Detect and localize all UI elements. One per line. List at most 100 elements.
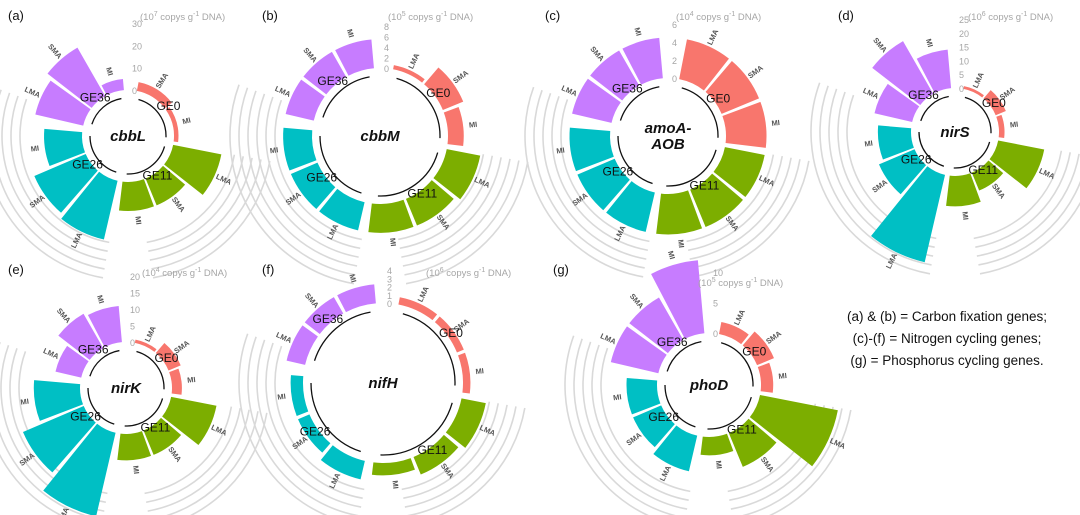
grid-arc [810, 82, 931, 275]
group-label: GE36 [313, 312, 344, 326]
bar-ge36-sma [304, 297, 344, 335]
panel-label: (e) [8, 262, 24, 277]
bar-label: MI [20, 397, 30, 407]
group-label: GE0 [439, 326, 463, 340]
bar-ge11-sma [143, 417, 182, 455]
grid-arc [0, 200, 104, 279]
bar-ge26-sma [577, 158, 630, 211]
scale-tick: 20 [132, 41, 142, 51]
bar-ge26-mi [877, 125, 914, 160]
grid-arc [19, 98, 110, 244]
bar-ge26-lma [319, 188, 365, 231]
bar-label: MI [771, 118, 780, 128]
scale-tick: 10 [713, 268, 723, 278]
bar-ge36-lma [285, 79, 325, 121]
bar-label: MI [475, 366, 484, 376]
bar-label: LMA [758, 173, 777, 188]
bar-label: MI [104, 66, 115, 77]
bar-ge26-sma [22, 406, 96, 473]
bar-ge11-mi [117, 431, 152, 461]
legend-line-phosphorus: (g) = Phosphorus cycling genes. [850, 353, 1044, 368]
grid-arc [402, 158, 511, 267]
bar-ge26-sma [878, 149, 927, 195]
bar-label: SMA [166, 445, 183, 464]
bar-ge26-mi [290, 375, 309, 416]
unit-label: (104 copys g-1 DNA) [676, 11, 761, 23]
grid-arc [688, 156, 784, 252]
bar-ge0-mi [722, 101, 767, 148]
unit-label: (104 copys g-1 DNA) [142, 267, 227, 279]
group-bracket [377, 152, 439, 197]
grid-arc [973, 150, 1063, 240]
gene-name: phoD [689, 377, 728, 394]
bar-label: MI [187, 375, 196, 385]
bar-ge36-sma [590, 50, 640, 101]
bar-ge26-mi [44, 128, 86, 166]
group-bracket [89, 135, 117, 173]
bar-label: MI [1009, 120, 1018, 130]
grid-arc [979, 201, 1080, 275]
bar-label: SMA [451, 68, 470, 85]
bar-label: MI [390, 480, 400, 489]
bar-ge26-sma [34, 154, 98, 213]
grid-arc [0, 342, 86, 515]
group-label: GE0 [426, 86, 450, 100]
grid-arc [144, 406, 233, 495]
grid-arc [978, 180, 1080, 266]
unit-label: (107 copys g-1 DNA) [140, 11, 225, 23]
bar-ge36-sma [872, 41, 934, 106]
bar-ge11-sma [145, 165, 186, 206]
grid-arc [274, 99, 362, 241]
group-bracket [619, 86, 660, 121]
group-bracket [617, 135, 653, 185]
scale-tick: 2 [384, 54, 389, 64]
bar-label: SMA [624, 430, 643, 447]
chart-panel: LMASMAMIGE0LMASMAMIGE11LMASMAMIGE26LMASM… [553, 250, 852, 515]
scale-tick: 15 [959, 43, 969, 53]
bar-label: MI [778, 371, 787, 381]
grid-arc [189, 412, 268, 515]
bar-ge0-sma [155, 342, 181, 371]
group-label: GE11 [690, 178, 720, 192]
group-label: GE0 [154, 351, 178, 365]
bar-ge11-mi [118, 179, 154, 212]
grid-arc [403, 403, 500, 500]
group-label: GE36 [908, 88, 939, 102]
group-bracket [319, 135, 362, 194]
bar-ge26-sma [298, 414, 331, 453]
bar-label: SMA [588, 45, 606, 64]
panel-label: (a) [8, 8, 24, 23]
group-bracket [380, 402, 453, 456]
bar-ge36-lma [35, 80, 91, 126]
bar-label: LMA [862, 86, 881, 101]
bar-ge0-lma [393, 65, 425, 83]
grid-arc [152, 160, 271, 279]
bar-ge0-lma [679, 39, 729, 91]
bar-ge0-sma [742, 331, 774, 366]
bar-ge11-lma [445, 398, 486, 448]
group-bracket [124, 398, 164, 427]
scale-tick: 10 [132, 64, 142, 74]
bar-label: SMA [55, 306, 73, 325]
group-bracket [402, 313, 456, 386]
bar-label: LMA [275, 330, 294, 345]
grid-arc [247, 336, 359, 515]
bar-ge0-sma [983, 90, 1006, 116]
bar-ge11-lma [713, 147, 765, 197]
scale-tick: 6 [384, 33, 389, 43]
group-label: GE36 [657, 335, 688, 349]
grid-arc [551, 96, 648, 252]
grid-arc [274, 345, 365, 491]
unit-label: (106 copys g-1 DNA) [968, 11, 1053, 23]
grid-arc [560, 99, 650, 243]
group-label: GE0 [706, 92, 730, 106]
bar-ge11-mi [656, 190, 703, 235]
grid-arc [405, 161, 529, 285]
bar-ge11-mi [371, 458, 415, 476]
figure-legend: (a) & (b) = Carbon fixation genes; (c)-(… [822, 306, 1072, 372]
gene-name: cbbL [110, 128, 146, 145]
gene-name: nirK [111, 380, 142, 397]
bar-label: MI [95, 294, 106, 305]
bar-label: MI [345, 28, 356, 39]
gene-name: amoA- [645, 120, 692, 137]
